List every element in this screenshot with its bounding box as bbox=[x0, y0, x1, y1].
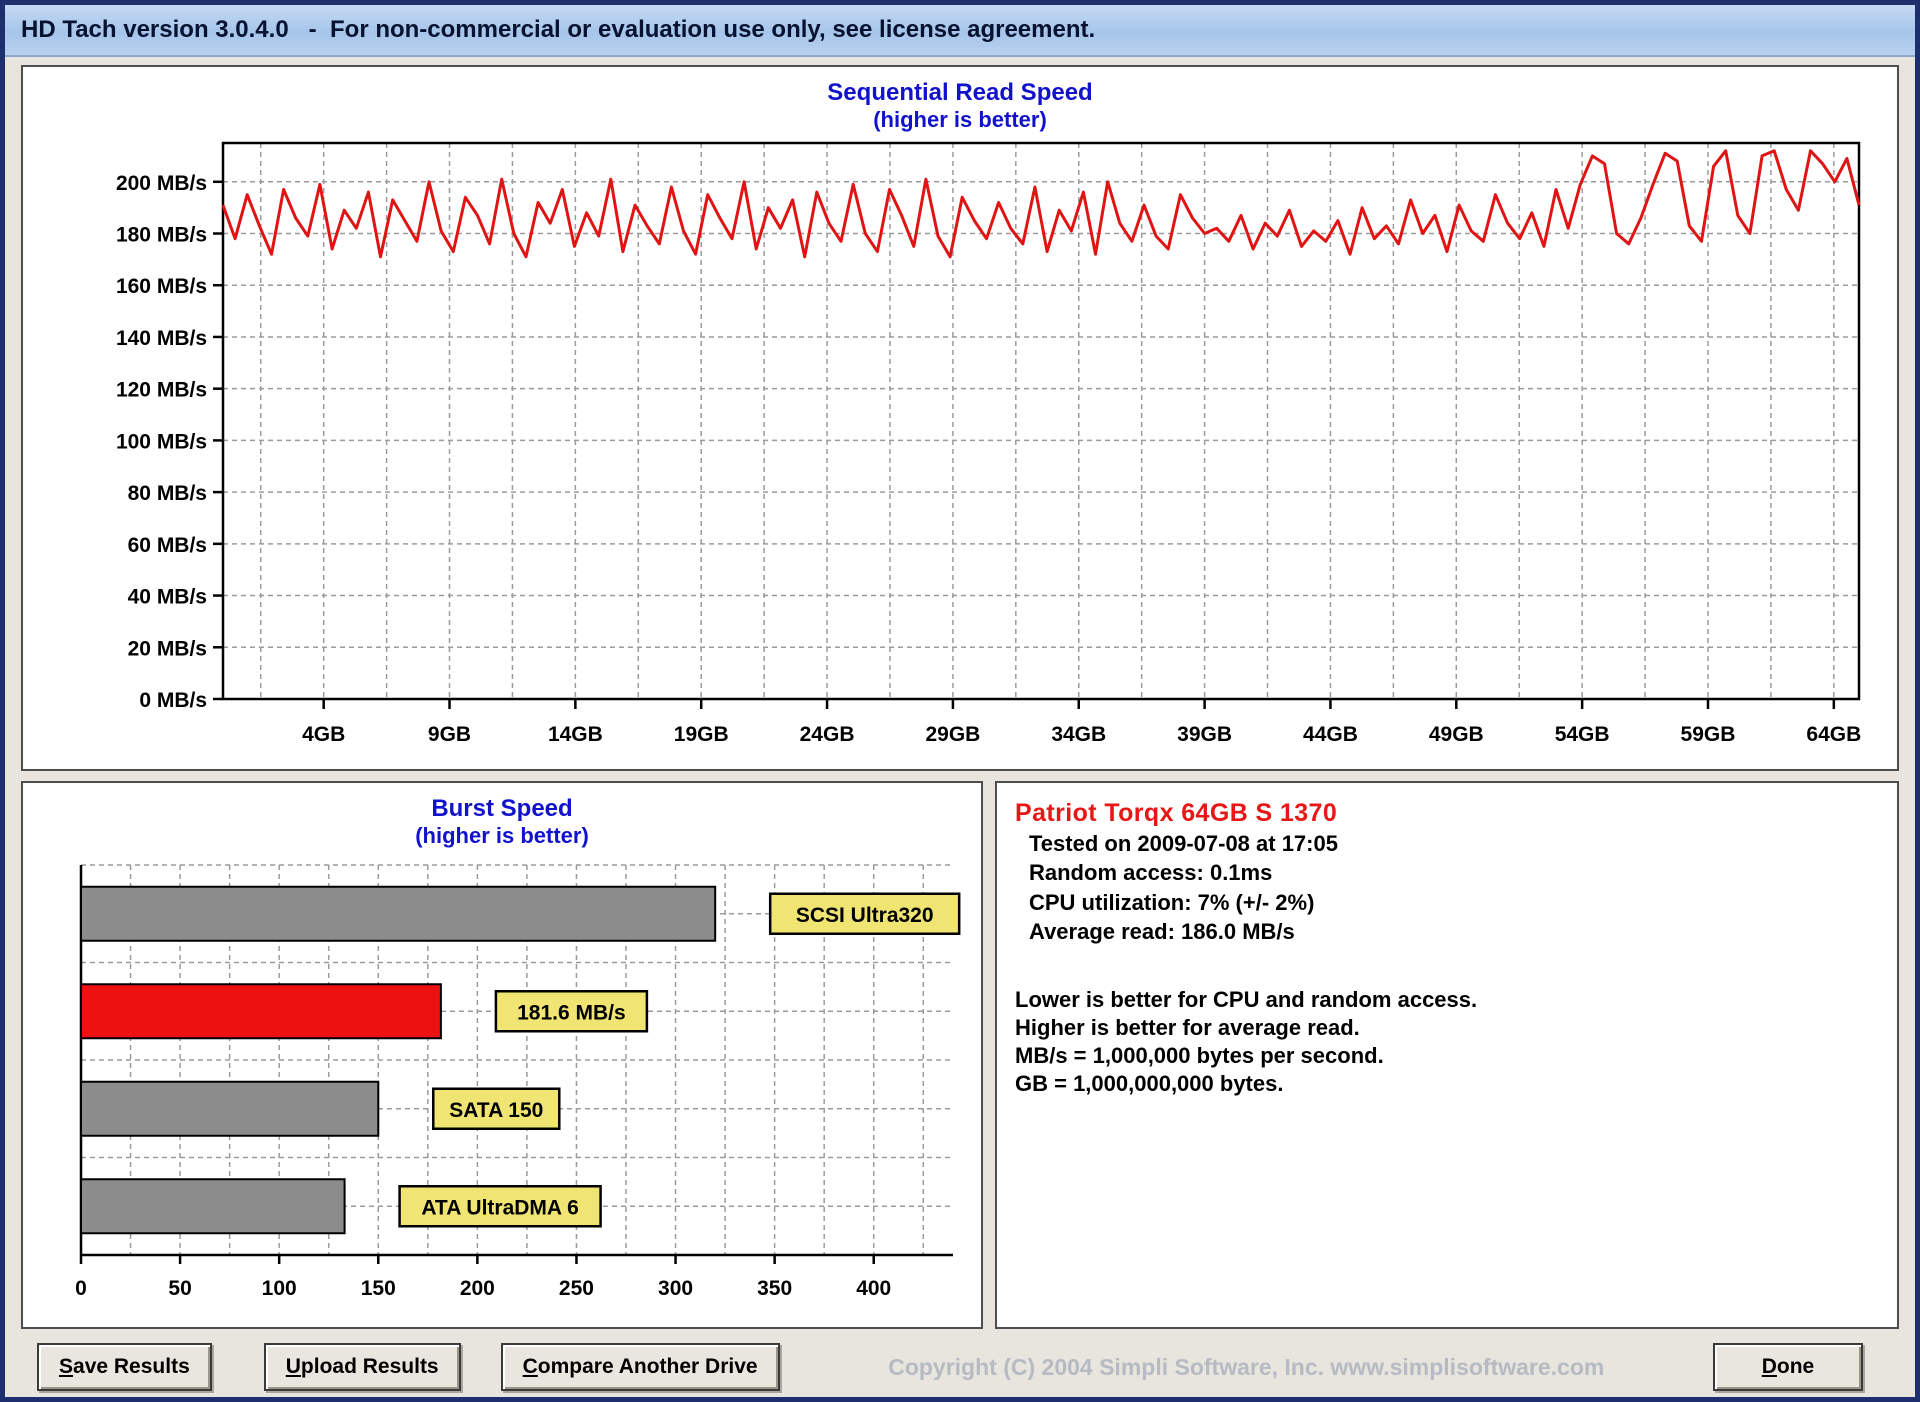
svg-text:SCSI Ultra320: SCSI Ultra320 bbox=[796, 904, 934, 927]
save-results-button[interactable]: Save Results bbox=[37, 1343, 212, 1391]
hdtach-window: HD Tach version 3.0.4.0 - For non-commer… bbox=[0, 0, 1920, 1402]
svg-text:14GB: 14GB bbox=[548, 723, 603, 746]
svg-text:19GB: 19GB bbox=[674, 723, 729, 746]
svg-text:29GB: 29GB bbox=[925, 723, 980, 746]
burst-chart-title: Burst Speed bbox=[23, 783, 981, 823]
svg-text:160 MB/s: 160 MB/s bbox=[116, 275, 207, 298]
cpu-utilization-line: CPU utilization: 7% (+/- 2%) bbox=[1029, 890, 1879, 916]
drive-info-panel: Patriot Torqx 64GB S 1370 Tested on 2009… bbox=[995, 781, 1899, 1329]
sequential-read-panel: Sequential Read Speed (higher is better)… bbox=[21, 65, 1899, 771]
note-line: GB = 1,000,000,000 bytes. bbox=[1015, 1070, 1879, 1098]
svg-text:80 MB/s: 80 MB/s bbox=[128, 482, 207, 505]
burst-chart-subtitle: (higher is better) bbox=[23, 823, 981, 849]
lower-section: Burst Speed (higher is better) 0 50 100 150… bbox=[21, 781, 1899, 1329]
svg-text:120 MB/s: 120 MB/s bbox=[116, 379, 207, 402]
svg-text:64GB: 64GB bbox=[1806, 723, 1861, 746]
svg-text:0 MB/s: 0 MB/s bbox=[139, 689, 207, 712]
button-row: Save Results Upload Results Compare Anot… bbox=[21, 1341, 1899, 1393]
upload-results-button[interactable]: Upload Results bbox=[264, 1343, 461, 1391]
svg-text:100: 100 bbox=[262, 1277, 297, 1300]
note-line: Higher is better for average read. bbox=[1015, 1014, 1879, 1042]
svg-text:400: 400 bbox=[856, 1277, 891, 1300]
svg-text:24GB: 24GB bbox=[800, 723, 855, 746]
note-line: Lower is better for CPU and random acces… bbox=[1015, 986, 1879, 1014]
tested-on-line: Tested on 2009-07-08 at 17:05 bbox=[1029, 831, 1879, 857]
svg-text:40 MB/s: 40 MB/s bbox=[128, 586, 207, 609]
svg-text:SATA 150: SATA 150 bbox=[449, 1099, 543, 1122]
svg-text:300: 300 bbox=[658, 1277, 693, 1300]
svg-text:181.6 MB/s: 181.6 MB/s bbox=[517, 1001, 626, 1024]
svg-text:34GB: 34GB bbox=[1051, 723, 1106, 746]
svg-text:59GB: 59GB bbox=[1681, 723, 1736, 746]
svg-text:200 MB/s: 200 MB/s bbox=[116, 172, 207, 195]
compare-another-drive-button[interactable]: Compare Another Drive bbox=[501, 1343, 780, 1391]
svg-text:140 MB/s: 140 MB/s bbox=[116, 327, 207, 350]
title-bar: HD Tach version 3.0.4.0 - For non-commer… bbox=[5, 5, 1915, 57]
sequential-chart-subtitle: (higher is better) bbox=[23, 107, 1897, 133]
window-title: HD Tach version 3.0.4.0 - For non-commer… bbox=[21, 16, 1095, 44]
sequential-read-chart: 0 MB/s 20 MB/s 40 MB/s 60 MB/s 80 MB/s 100 MB… bbox=[23, 133, 1893, 773]
svg-text:50: 50 bbox=[168, 1277, 191, 1300]
svg-text:180 MB/s: 180 MB/s bbox=[116, 224, 207, 247]
random-access-line: Random access: 0.1ms bbox=[1029, 860, 1879, 886]
drive-name: Patriot Torqx 64GB S 1370 bbox=[1015, 799, 1879, 828]
svg-text:60 MB/s: 60 MB/s bbox=[128, 534, 207, 557]
burst-speed-chart: 0 50 100 150 200 250 300 350 400 SCSI Ultra320 181… bbox=[23, 853, 977, 1315]
svg-text:54GB: 54GB bbox=[1555, 723, 1610, 746]
svg-text:4GB: 4GB bbox=[302, 723, 345, 746]
svg-text:44GB: 44GB bbox=[1303, 723, 1358, 746]
notes-block: Lower is better for CPU and random acces… bbox=[1015, 986, 1879, 1099]
svg-text:100 MB/s: 100 MB/s bbox=[116, 430, 207, 453]
svg-text:150: 150 bbox=[361, 1277, 396, 1300]
svg-text:49GB: 49GB bbox=[1429, 723, 1484, 746]
svg-text:9GB: 9GB bbox=[428, 723, 471, 746]
svg-text:250: 250 bbox=[559, 1277, 594, 1300]
average-read-line: Average read: 186.0 MB/s bbox=[1029, 919, 1879, 945]
svg-text:39GB: 39GB bbox=[1177, 723, 1232, 746]
svg-text:200: 200 bbox=[460, 1277, 495, 1300]
copyright-text: Copyright (C) 2004 Simpli Software, Inc.… bbox=[780, 1354, 1713, 1381]
svg-text:20 MB/s: 20 MB/s bbox=[128, 637, 207, 660]
done-button[interactable]: Done bbox=[1713, 1343, 1863, 1391]
sequential-chart-title: Sequential Read Speed bbox=[23, 67, 1897, 107]
svg-text:ATA UltraDMA 6: ATA UltraDMA 6 bbox=[421, 1196, 579, 1219]
svg-text:350: 350 bbox=[757, 1277, 792, 1300]
note-line: MB/s = 1,000,000 bytes per second. bbox=[1015, 1042, 1879, 1070]
burst-speed-panel: Burst Speed (higher is better) 0 50 100 150… bbox=[21, 781, 983, 1329]
svg-text:0: 0 bbox=[75, 1277, 87, 1300]
